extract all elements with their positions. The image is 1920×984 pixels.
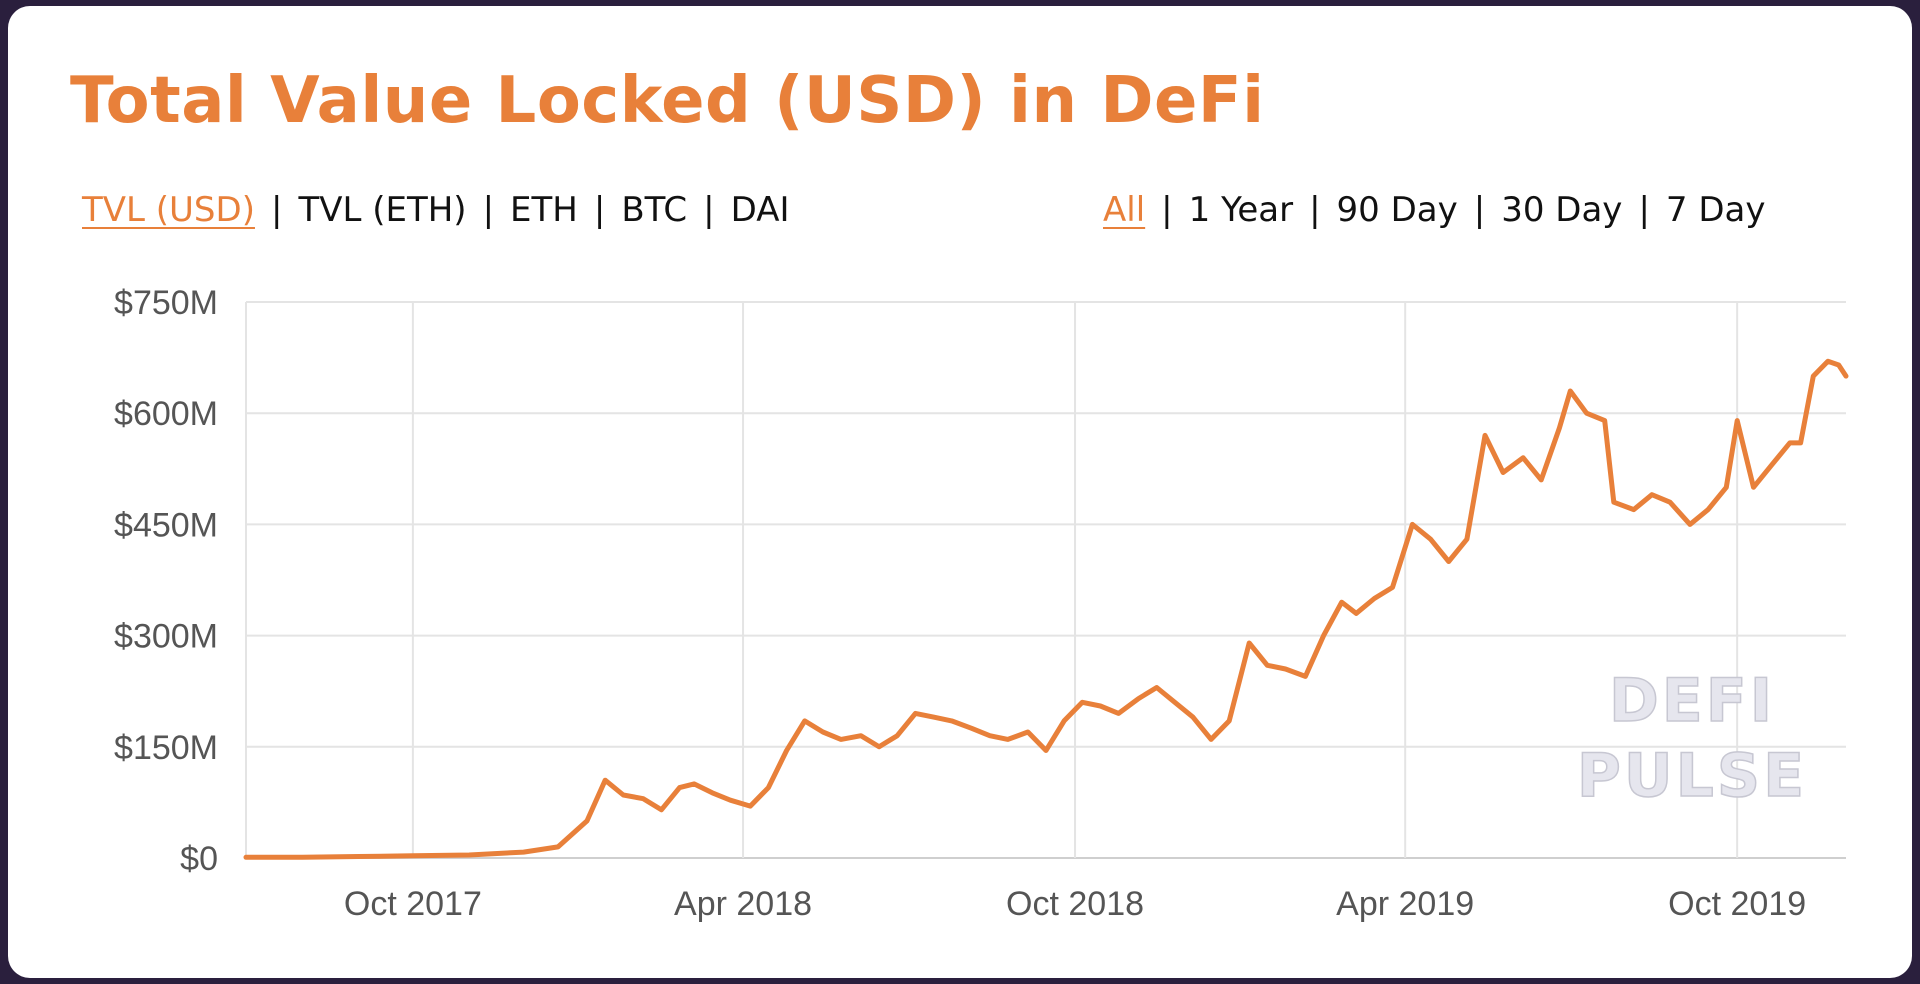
range-1-year[interactable]: 1 Year <box>1188 190 1294 230</box>
tab-tvl-usd[interactable]: TVL (USD) <box>82 190 255 230</box>
y-tick-label: $300M <box>114 618 218 656</box>
x-tick-label: Apr 2019 <box>1336 885 1474 923</box>
watermark-line-1: DEFI <box>1609 666 1775 736</box>
range-all[interactable]: All <box>1103 190 1146 230</box>
tab-separator: | <box>270 190 283 230</box>
tab-separator: | <box>1161 190 1173 230</box>
series-line-tvl <box>243 358 1849 860</box>
metric-tabs: TVL (USD) | TVL (ETH) | ETH | BTC | DAI <box>82 190 790 230</box>
watermark-line-2: PULSE <box>1577 741 1807 811</box>
tab-separator: | <box>1638 190 1650 230</box>
chart-card: Total Value Locked (USD) in DeFi TVL (US… <box>8 6 1912 978</box>
tab-separator: | <box>1473 190 1486 230</box>
tab-eth[interactable]: ETH <box>510 190 578 230</box>
x-tick-label: Oct 2019 <box>1668 885 1806 923</box>
range-30-day[interactable]: 30 Day <box>1501 190 1623 230</box>
range-tabs: All | 1 Year | 90 Day | 30 Day | 7 Day <box>1103 190 1765 230</box>
range-90-day[interactable]: 90 Day <box>1336 190 1458 230</box>
watermark: DEFI PULSE <box>1576 665 1807 812</box>
tab-separator: | <box>1309 190 1321 230</box>
tab-dai[interactable]: DAI <box>730 190 790 230</box>
x-tick-label: Apr 2018 <box>674 885 812 923</box>
range-7-day[interactable]: 7 Day <box>1665 190 1766 230</box>
x-axis: Oct 2017 Apr 2018 Oct 2018 Apr 2019 Oct 2019 <box>344 885 1806 923</box>
chart-title: Total Value Locked (USD) in DeFi <box>70 64 1265 138</box>
y-tick-label: $600M <box>114 395 218 433</box>
tab-separator: | <box>593 190 606 230</box>
tab-tvl-eth[interactable]: TVL (ETH) <box>298 190 467 230</box>
tab-separator: | <box>703 190 715 230</box>
tab-btc[interactable]: BTC <box>621 190 688 230</box>
grid <box>245 301 1846 859</box>
y-tick-label: $450M <box>114 506 218 544</box>
y-tick-label: $750M <box>114 284 218 322</box>
x-tick-label: Oct 2017 <box>344 885 482 923</box>
y-tick-label: $0 <box>180 840 218 878</box>
y-tick-label: $150M <box>114 729 218 767</box>
tvl-chart: $0 $150M $300M $450M $600M $750M Oct 2017 Apr … <box>114 284 1849 923</box>
tab-separator: | <box>482 190 495 230</box>
y-axis: $0 $150M $300M $450M $600M $750M <box>114 284 218 878</box>
x-tick-label: Oct 2018 <box>1006 885 1144 923</box>
